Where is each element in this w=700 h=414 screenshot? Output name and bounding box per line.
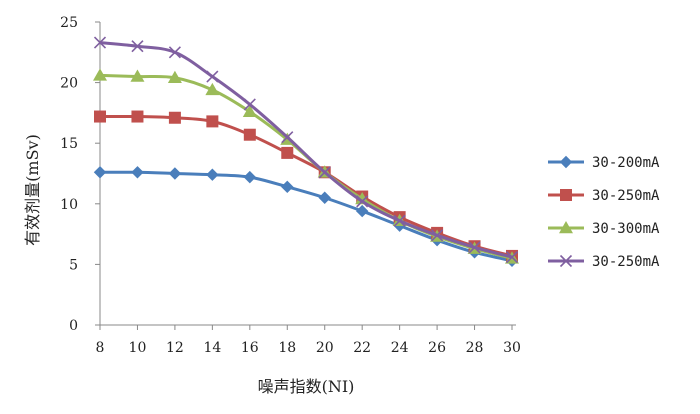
series-line <box>100 43 512 258</box>
x-axis-title: 噪声指数(NI) <box>258 377 355 396</box>
data-point <box>244 172 255 183</box>
x-tick-label: 30 <box>503 340 521 356</box>
x-tick-label: 18 <box>278 340 296 356</box>
data-point <box>206 115 218 127</box>
series-layer <box>93 37 519 266</box>
series-3 <box>93 68 519 263</box>
legend-marker <box>560 189 572 201</box>
legend-marker <box>561 157 572 168</box>
y-tick-label: 0 <box>69 318 78 334</box>
legend-label: 30-250mA <box>592 188 660 204</box>
y-tick-label: 5 <box>69 257 78 273</box>
legend-item: 30-250mA <box>548 254 660 270</box>
data-point <box>169 168 180 179</box>
data-point <box>94 111 106 123</box>
data-point <box>357 206 368 217</box>
series-line <box>100 116 512 255</box>
x-tick-label: 22 <box>353 340 371 356</box>
legend-item: 30-200mA <box>548 155 660 171</box>
legend-label: 30-250mA <box>592 254 660 270</box>
y-tick-label: 20 <box>60 76 78 92</box>
data-point <box>169 112 181 124</box>
data-point <box>132 167 143 178</box>
x-tick-label: 20 <box>316 340 334 356</box>
data-point <box>244 129 256 141</box>
data-point <box>282 181 293 192</box>
data-point <box>131 111 143 123</box>
y-tick-label: 25 <box>60 15 78 31</box>
series-1 <box>95 167 518 266</box>
x-tick-label: 14 <box>203 340 221 356</box>
x-tick-label: 24 <box>391 340 409 356</box>
x-tick-label: 10 <box>129 340 147 356</box>
series-line <box>100 172 512 261</box>
x-tick-label: 8 <box>96 340 105 356</box>
data-point <box>207 169 218 180</box>
series-2 <box>94 111 518 262</box>
y-axis-title: 有效剂量(mSv) <box>23 134 42 246</box>
data-point <box>95 167 106 178</box>
x-tick-label: 26 <box>428 340 446 356</box>
x-tick-label: 12 <box>166 340 184 356</box>
series-4 <box>95 37 518 263</box>
legend-item: 30-300mA <box>548 221 660 237</box>
legend-item: 30-250mA <box>548 188 660 204</box>
data-point <box>207 71 218 82</box>
legend-label: 30-300mA <box>592 221 660 237</box>
data-point <box>319 192 330 203</box>
x-tick-label: 16 <box>241 340 259 356</box>
legend: 30-200mA 30-250mA 30-300mA 30-250mA <box>548 155 660 270</box>
data-point <box>281 147 293 159</box>
y-tick-label: 10 <box>60 197 78 213</box>
series-line <box>100 75 512 258</box>
y-tick-label: 15 <box>60 136 78 152</box>
x-tick-label: 28 <box>466 340 484 356</box>
legend-label: 30-200mA <box>592 155 660 171</box>
